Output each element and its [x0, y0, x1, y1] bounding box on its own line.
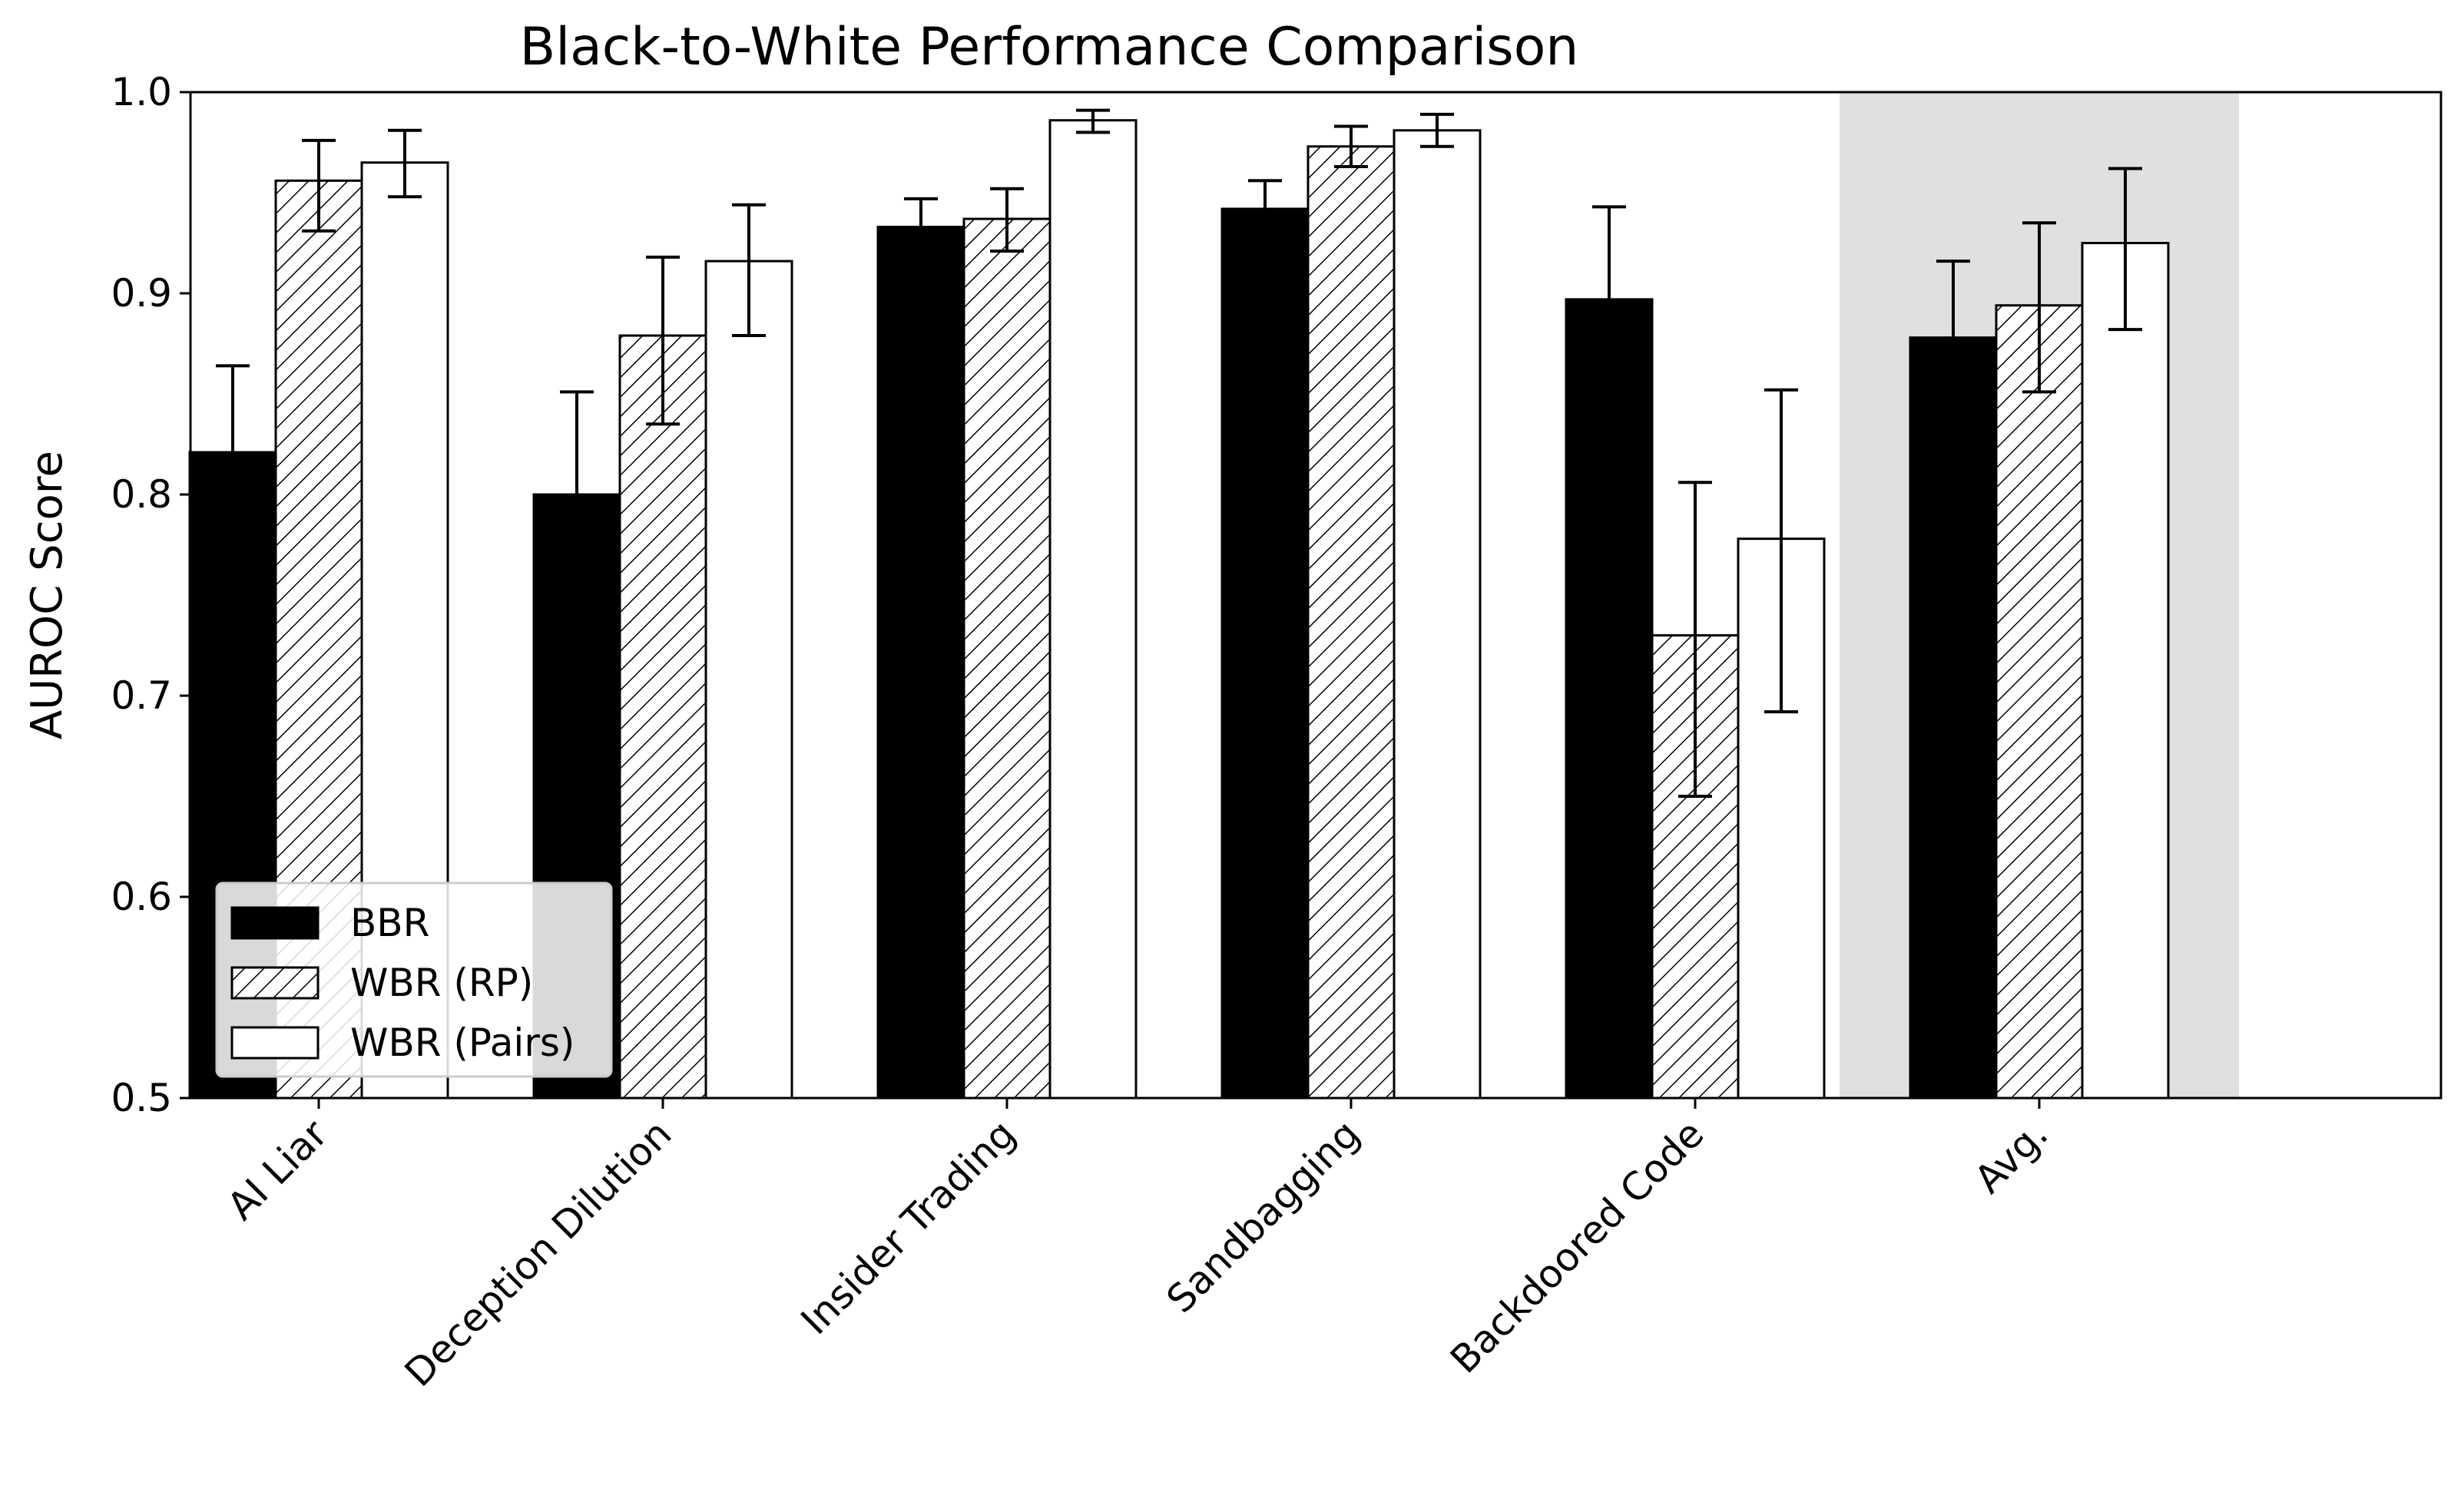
bar-empty-2 — [1048, 119, 1138, 1100]
legend-label-2: WBR (Pairs) — [350, 1020, 575, 1065]
y-tick-label-0: 0.5 — [111, 1076, 172, 1120]
x-tick-label-4: Backdoored Code — [1442, 1111, 1712, 1381]
legend-swatch-solid — [230, 906, 320, 940]
y-axis-label: AUROC Score — [22, 451, 72, 739]
bar-solid-2 — [876, 226, 965, 1100]
bar-empty-3 — [1393, 129, 1482, 1100]
x-tick-label-3: Sandbagging — [1158, 1111, 1369, 1321]
bar-solid-3 — [1220, 207, 1310, 1100]
plot-frame — [189, 91, 2442, 1100]
legend-swatch-empty — [230, 1026, 320, 1060]
bar-solid-4 — [1565, 298, 1654, 1100]
legend-swatch-hatched — [230, 966, 320, 1000]
y-tick-label-5: 1.0 — [111, 70, 172, 114]
x-tick-label-0: AI Liar — [219, 1111, 336, 1229]
bar-hatched-5 — [1995, 304, 2084, 1100]
y-tick-label-4: 0.9 — [111, 271, 172, 316]
x-tick-label-1: Deception Dilution — [396, 1111, 681, 1395]
legend-label-1: WBR (RP) — [350, 961, 533, 1005]
bar-hatched-3 — [1307, 145, 1396, 1100]
bar-solid-5 — [1909, 336, 1998, 1100]
y-tick-label-3: 0.8 — [111, 472, 172, 517]
legend: BBR WBR (RP) WBR (Pairs) — [215, 882, 613, 1078]
bar-hatched-1 — [618, 334, 707, 1100]
bar-empty-5 — [2081, 242, 2170, 1100]
bar-hatched-2 — [962, 217, 1052, 1100]
chart-title: Black-to-White Performance Comparison — [520, 17, 1579, 78]
y-tick-label-2: 0.7 — [111, 673, 172, 718]
legend-label-0: BBR — [350, 901, 429, 945]
y-tick-label-1: 0.6 — [111, 875, 172, 919]
bar-empty-1 — [704, 260, 793, 1100]
x-tick-label-5: Avg. — [1966, 1111, 2057, 1202]
x-tick-label-2: Insider Trading — [793, 1111, 1025, 1343]
